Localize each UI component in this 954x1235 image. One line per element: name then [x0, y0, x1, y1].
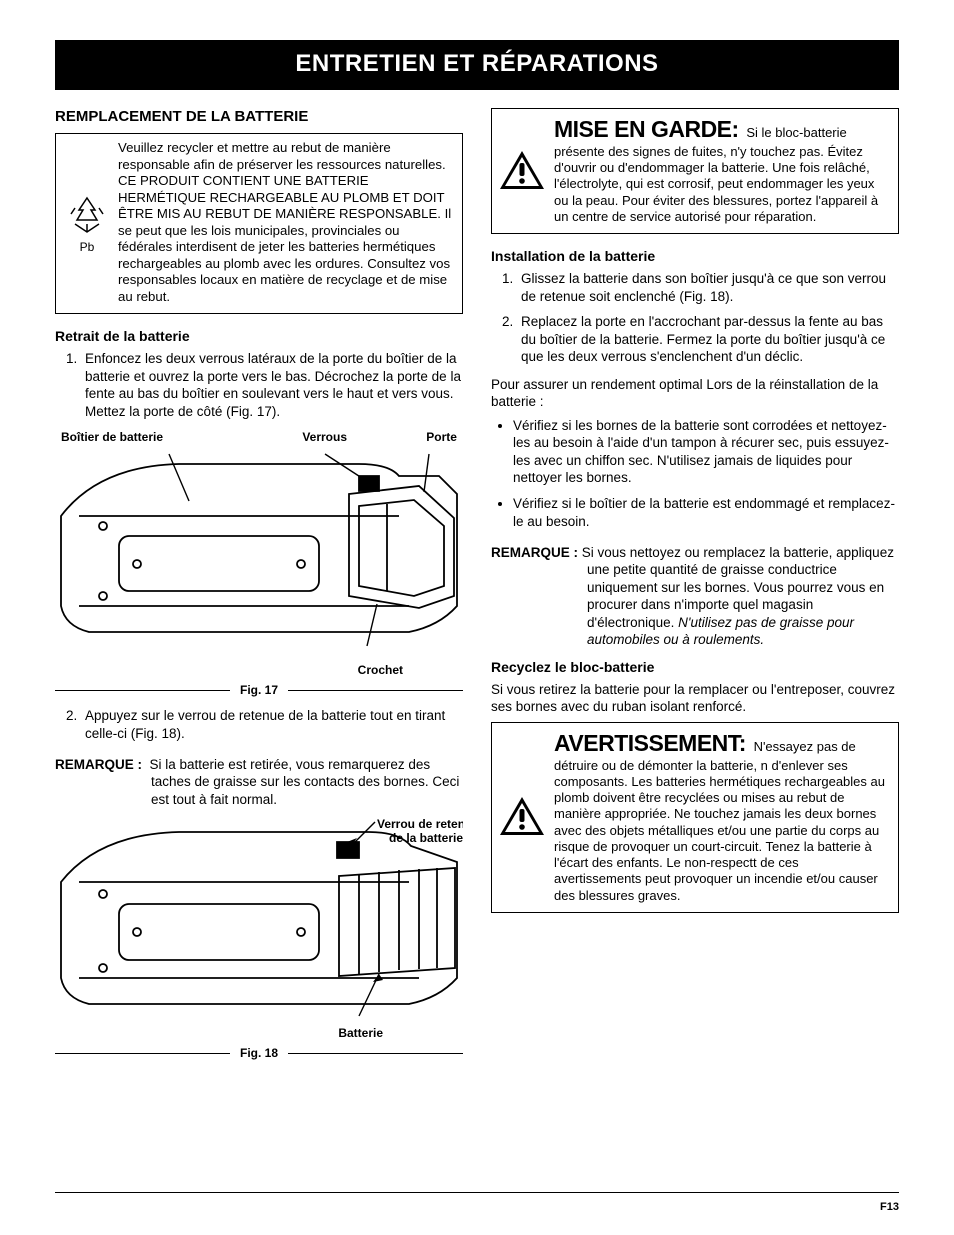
warning-heading: AVERTISSEMENT:	[554, 730, 746, 756]
install-steps-list: Glissez la batterie dans son boîtier jus…	[491, 270, 899, 366]
list-item: Appuyez sur le verrou de retenue de la b…	[81, 707, 463, 742]
warning-icon-cell	[492, 109, 552, 233]
list-item: Vérifiez si le boîtier de la batterie es…	[513, 495, 899, 530]
recycle-icon	[65, 194, 109, 238]
fig17-caption: Fig. 17	[55, 683, 463, 697]
figure-18: Verrou de retenue de la batterie Batteri…	[55, 818, 463, 1060]
retrait-steps-list: Enfoncez les deux verrous latéraux de la…	[55, 350, 463, 420]
section-title-battery-replacement: REMPLACEMENT DE LA BATTERIE	[55, 108, 463, 125]
recycle-icon-cell: Pb	[56, 134, 118, 313]
install-note-para: Pour assurer un rendement optimal Lors d…	[491, 376, 899, 411]
recycle-info-box: Pb Veuillez recycler et mettre au rebut …	[55, 133, 463, 314]
warning-triangle-icon	[498, 149, 546, 193]
recycle-para: Si vous retirez la batterie pour la remp…	[491, 681, 899, 716]
list-item: Enfoncez les deux verrous latéraux de la…	[81, 350, 463, 420]
remarque-label: REMARQUE :	[55, 757, 142, 772]
fig18-caption: Fig. 18	[55, 1046, 463, 1060]
warning-text-cell: AVERTISSEMENT: N'essayez pas de détruire…	[552, 723, 898, 912]
subtitle-install: Installation de la batterie	[491, 248, 899, 264]
list-item: Glissez la batterie dans son boîtier jus…	[517, 270, 899, 305]
remarque-right: REMARQUE : Si vous nettoyez ou remplacez…	[587, 544, 899, 649]
fig17-caption-text: Fig. 17	[230, 683, 288, 697]
caution-heading: MISE EN GARDE:	[554, 116, 739, 142]
footer-rule	[55, 1192, 899, 1193]
left-column: REMPLACEMENT DE LA BATTERIE Pb Veuillez …	[55, 108, 463, 1070]
page: ENTRETIEN ET RÉPARATIONS REMPLACEMENT DE…	[0, 0, 954, 1235]
warning-body: N'essayez pas de détruire ou de démonter…	[554, 739, 885, 903]
fig18-caption-text: Fig. 18	[230, 1046, 288, 1060]
fig18-label-latch-line2: de la batterie	[389, 831, 463, 845]
fig17-top-labels: Boîtier de batterie Verrous Porte	[55, 430, 463, 446]
fig18-label-battery: Batterie	[338, 1026, 383, 1040]
fig17-label-housing: Boîtier de batterie	[61, 430, 163, 444]
fig17-diagram	[55, 446, 463, 661]
figure-17: Boîtier de batterie Verrous Porte	[55, 430, 463, 697]
recycle-text: Veuillez recycler et mettre au rebut de …	[118, 134, 462, 313]
list-item: Replacez la porte en l'accrochant par-de…	[517, 313, 899, 366]
subtitle-retrait: Retrait de la batterie	[55, 328, 463, 344]
caution-box: MISE EN GARDE: Si le bloc-batterie prése…	[491, 108, 899, 234]
fig17-label-hook: Crochet	[358, 663, 403, 677]
recycle-pb-label: Pb	[80, 240, 95, 254]
page-number: F13	[880, 1201, 899, 1213]
remarque-label-right: REMARQUE :	[491, 545, 578, 560]
page-title-bar: ENTRETIEN ET RÉPARATIONS	[55, 40, 899, 90]
fig18-label-latch-line1: Verrou de retenue	[377, 818, 463, 831]
page-title: ENTRETIEN ET RÉPARATIONS	[295, 50, 658, 77]
fig18-diagram: Verrou de retenue de la batterie	[55, 818, 463, 1028]
remarque-left: REMARQUE : Si la batterie est retirée, v…	[151, 756, 463, 809]
warning-triangle-icon	[498, 795, 546, 839]
subtitle-recycle: Recyclez le bloc-batterie	[491, 659, 899, 675]
warning-icon-cell-2	[492, 723, 552, 912]
install-bullets: Vérifiez si les bornes de la batterie so…	[491, 417, 899, 530]
right-column: MISE EN GARDE: Si le bloc-batterie prése…	[491, 108, 899, 1070]
caution-text-cell: MISE EN GARDE: Si le bloc-batterie prése…	[552, 109, 898, 233]
retrait-steps-list-2: Appuyez sur le verrou de retenue de la b…	[55, 707, 463, 742]
two-column-layout: REMPLACEMENT DE LA BATTERIE Pb Veuillez …	[55, 108, 899, 1070]
warning-box: AVERTISSEMENT: N'essayez pas de détruire…	[491, 722, 899, 913]
fig17-label-door: Porte	[426, 430, 457, 444]
fig17-label-latches: Verrous	[302, 430, 347, 444]
list-item: Vérifiez si les bornes de la batterie so…	[513, 417, 899, 487]
remarque-text: Si la batterie est retirée, vous remarqu…	[150, 757, 460, 807]
